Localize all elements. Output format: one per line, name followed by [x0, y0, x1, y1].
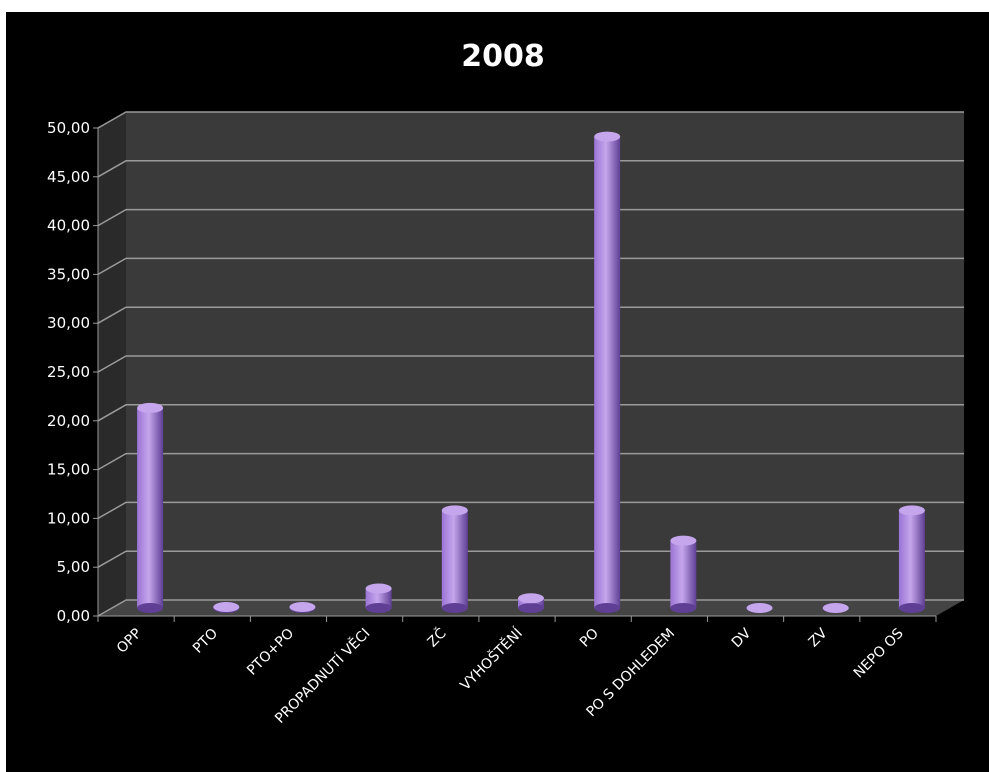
x-category-label: NEPO OS	[851, 625, 907, 681]
y-tick-label: 45,00	[47, 168, 90, 186]
x-category-label: ZV	[806, 625, 831, 650]
bar	[518, 593, 544, 613]
gridline	[97, 160, 964, 178]
gridlines	[97, 111, 964, 617]
y-tick-label: 50,00	[47, 119, 90, 137]
x-category-label: PTO	[190, 626, 221, 657]
gridline	[97, 355, 964, 373]
bar	[898, 505, 925, 613]
bar	[365, 583, 392, 613]
plot-frame	[98, 112, 964, 616]
y-axis: 0,00 5,00 10,00 15,00 20,00 25,00 30,00 35,00 40…	[47, 119, 99, 625]
bar	[594, 131, 621, 613]
y-tick-label: 0,00	[57, 607, 90, 625]
x-category-label: ZČ	[423, 624, 450, 651]
y-tick-label: 40,00	[47, 217, 90, 235]
y-tick-label: 20,00	[47, 412, 90, 430]
bar	[137, 402, 164, 613]
y-tick-label: 30,00	[47, 314, 90, 332]
bar	[822, 603, 849, 613]
x-category-label: DV	[729, 625, 755, 651]
y-tick-label: 15,00	[47, 461, 90, 479]
x-category-label: VYHOŠTĚNÍ	[456, 624, 526, 694]
gridline	[97, 501, 964, 520]
chart-title: 2008	[461, 39, 545, 74]
x-category-label: PO	[577, 626, 602, 651]
bar	[670, 535, 697, 613]
y-tick-label: 5,00	[57, 558, 90, 576]
gridline	[97, 257, 964, 276]
y-tick-label: 10,00	[47, 509, 90, 527]
gridline	[97, 452, 964, 471]
bar	[213, 602, 240, 613]
y-tick-label: 35,00	[47, 265, 90, 283]
gridline	[97, 306, 964, 324]
bar	[289, 602, 316, 613]
x-category-label: PTO+PO	[244, 626, 297, 679]
bars	[137, 131, 925, 613]
gridline	[97, 208, 964, 227]
x-category-label: OPP	[114, 626, 145, 657]
y-tick-label: 25,00	[47, 363, 90, 381]
bar-chart: 2008 0,00 5,00 10,00 15,00 20,00 25,00 30,00 35…	[47, 39, 964, 727]
gridline	[97, 111, 964, 129]
gridline	[97, 404, 964, 422]
bar	[746, 603, 773, 613]
bar	[441, 505, 468, 613]
chart-area: 2008 0,00 5,00 10,00 15,00 20,00 25,00 30,00 35…	[6, 12, 989, 772]
